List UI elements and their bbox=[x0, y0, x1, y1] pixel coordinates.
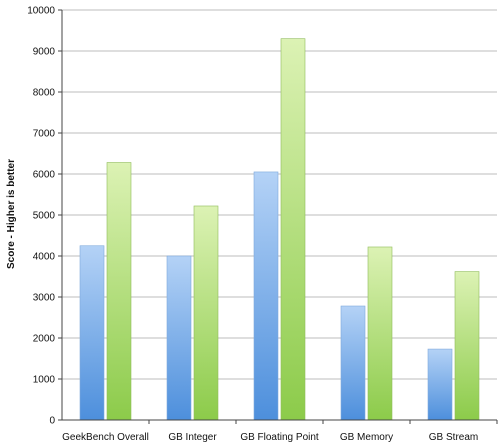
x-category-labels: GeekBench Overall GB Integer GB Floating P… bbox=[62, 432, 478, 443]
y-tick-label: 10000 bbox=[27, 6, 55, 17]
category-label: GB Memory bbox=[340, 432, 393, 443]
category-label: GeekBench Overall bbox=[62, 432, 149, 443]
y-tick-label: 0 bbox=[49, 416, 55, 427]
y-axis-title: Score - Higher is better bbox=[6, 159, 17, 269]
bar-4-1 bbox=[454, 271, 480, 421]
y-tick-label: 5000 bbox=[33, 211, 56, 222]
axes bbox=[58, 9, 498, 424]
y-tick-label: 9000 bbox=[33, 47, 56, 58]
bar-2-1 bbox=[280, 38, 306, 421]
bar-2-0 bbox=[253, 171, 279, 421]
category-label: GB Stream bbox=[429, 432, 478, 443]
bar-3-1 bbox=[367, 246, 393, 421]
y-tick-label: 3000 bbox=[33, 293, 56, 304]
category-label: GB Floating Point bbox=[240, 432, 319, 443]
y-tick-labels: 0 1000 2000 3000 4000 5000 6000 7000 8000 9000 100… bbox=[27, 6, 55, 427]
category-label: GB Integer bbox=[168, 432, 217, 443]
bars bbox=[79, 38, 480, 421]
bar-1-1 bbox=[193, 205, 219, 421]
bar-1-0 bbox=[166, 255, 192, 421]
y-tick-label: 2000 bbox=[33, 334, 56, 345]
bar-4-0 bbox=[427, 348, 453, 421]
y-tick-label: 4000 bbox=[33, 252, 56, 263]
y-tick-label: 1000 bbox=[33, 375, 56, 386]
bar-3-0 bbox=[340, 305, 366, 421]
y-tick-label: 6000 bbox=[33, 170, 56, 181]
y-tick-label: 7000 bbox=[33, 129, 56, 140]
bar-0-0 bbox=[79, 245, 105, 421]
gridlines bbox=[62, 9, 497, 380]
y-tick-label: 8000 bbox=[33, 88, 56, 99]
bar-0-1 bbox=[106, 162, 132, 421]
